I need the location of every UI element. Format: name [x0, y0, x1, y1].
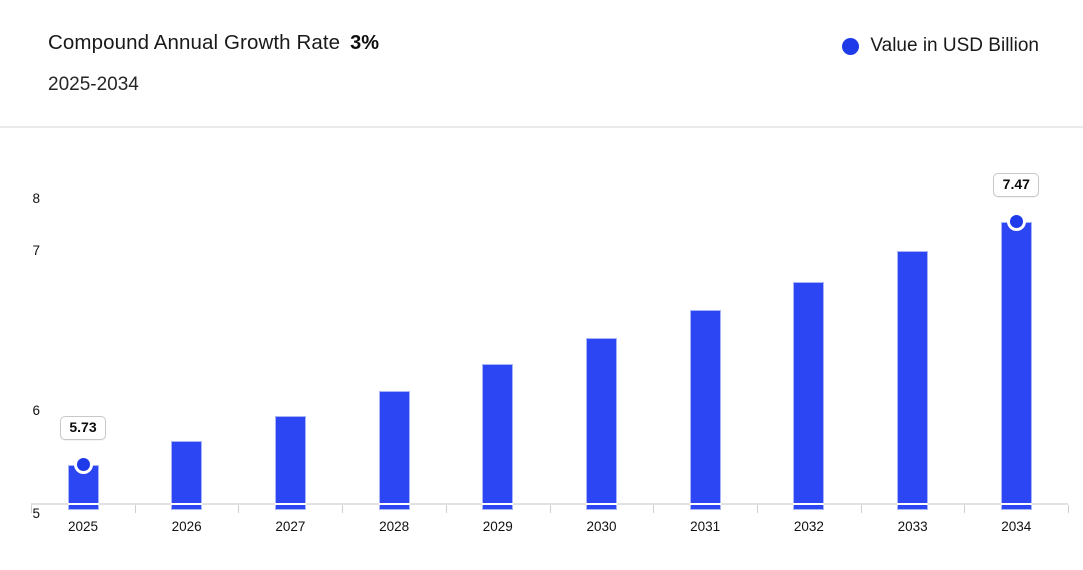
bar-2026[interactable] — [171, 441, 203, 510]
x-axis-label-2029: 2029 — [482, 519, 513, 534]
value-label-2034: 7.47 — [993, 173, 1040, 197]
bar-2034[interactable] — [1000, 222, 1032, 510]
bar-baseline-gap — [897, 503, 929, 505]
page-title: Compound Annual Growth Rate 3% — [48, 31, 379, 55]
bar-2032[interactable] — [793, 282, 825, 510]
value-label-2025: 5.73 — [60, 416, 106, 440]
bar-baseline-gap — [67, 503, 99, 505]
bar-2028[interactable] — [378, 391, 410, 510]
x-axis-tick — [342, 505, 344, 513]
x-axis-tick — [31, 505, 32, 513]
x-axis-tick — [134, 505, 136, 513]
y-axis-tick-label: 5 — [32, 506, 40, 521]
bar-baseline-gap — [274, 503, 306, 505]
bar-baseline-gap — [689, 503, 721, 505]
x-axis-label-2031: 2031 — [690, 519, 721, 534]
x-axis-tick — [756, 505, 758, 513]
bar-baseline-gap — [586, 503, 617, 505]
bar-2030[interactable] — [586, 338, 617, 510]
x-axis-tick — [964, 505, 966, 513]
bar-baseline-gap — [482, 503, 514, 505]
x-axis-tick — [238, 505, 240, 513]
x-axis-label-2033: 2033 — [897, 519, 928, 534]
x-axis-label-2034: 2034 — [1001, 519, 1032, 534]
bar-baseline-gap — [1000, 503, 1032, 505]
x-axis-label-2025: 2025 — [67, 519, 99, 534]
x-axis-tick — [1067, 505, 1069, 513]
bar-baseline-gap — [171, 503, 203, 505]
x-axis-tick — [653, 505, 655, 513]
bar-2033[interactable] — [897, 251, 929, 510]
header-divider — [0, 126, 1083, 128]
legend-dot-icon — [842, 37, 860, 55]
x-axis-line — [31, 503, 1068, 505]
y-axis-tick-label: 6 — [32, 403, 40, 418]
legend-label: Value in USD Billion — [870, 35, 1039, 56]
chart-subtitle-years: 2025-2034 — [48, 74, 139, 95]
x-axis-label-2027: 2027 — [275, 519, 306, 534]
y-axis-tick-label: 8 — [32, 191, 40, 206]
x-axis-tick — [860, 505, 862, 513]
x-axis-tick — [549, 505, 551, 513]
chart-title: Compound Annual Growth Rate — [48, 31, 341, 54]
bar-baseline-gap — [378, 503, 410, 505]
bar-2027[interactable] — [274, 416, 306, 510]
legend-item[interactable]: Value in USD Billion — [842, 35, 1039, 57]
data-point-marker-2025 — [73, 454, 93, 474]
cagr-value: 3% — [350, 32, 380, 54]
x-axis-label-2028: 2028 — [379, 519, 410, 534]
bar-2029[interactable] — [482, 364, 514, 510]
data-point-marker-2034 — [1006, 211, 1026, 231]
x-axis-label-2026: 2026 — [171, 519, 202, 534]
bar-2031[interactable] — [689, 310, 721, 510]
bar-baseline-gap — [793, 503, 825, 505]
y-axis-tick-label: 7 — [32, 243, 40, 258]
x-axis-label-2032: 2032 — [793, 519, 824, 534]
x-axis-tick — [445, 505, 447, 513]
x-axis-label-2030: 2030 — [586, 519, 617, 534]
